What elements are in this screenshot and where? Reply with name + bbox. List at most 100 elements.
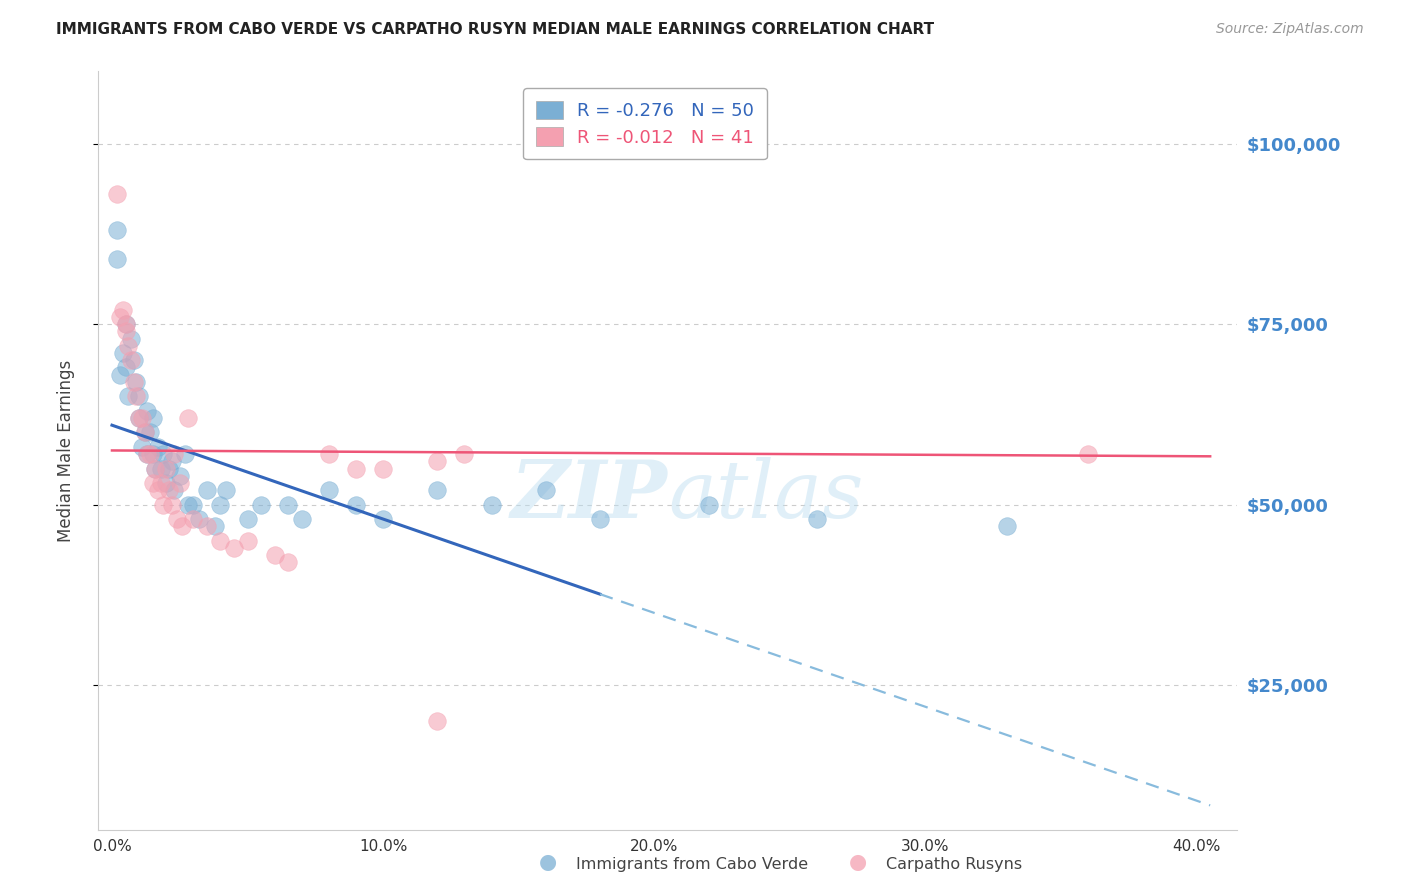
Point — [149, 475, 172, 490]
Point — [111, 346, 134, 360]
Point — [187, 512, 209, 526]
Point — [426, 483, 449, 498]
Point — [1077, 447, 1099, 461]
Point — [222, 541, 245, 555]
Point — [453, 447, 475, 461]
Point — [134, 425, 156, 440]
Point — [204, 519, 226, 533]
Point — [371, 461, 394, 475]
Point — [169, 475, 191, 490]
Point — [114, 317, 136, 331]
Point — [145, 461, 167, 475]
Point — [371, 512, 394, 526]
Point — [136, 403, 159, 417]
Point — [155, 475, 177, 490]
Point — [120, 353, 142, 368]
Point — [318, 447, 340, 461]
Point — [426, 454, 449, 468]
Point — [534, 483, 557, 498]
Point — [145, 461, 167, 475]
Point — [174, 447, 197, 461]
Point — [146, 440, 169, 454]
Point — [344, 498, 367, 512]
Point — [114, 360, 136, 375]
Point — [107, 223, 129, 237]
Point — [177, 411, 200, 425]
Point — [166, 512, 188, 526]
Point — [157, 461, 180, 475]
Point — [152, 498, 174, 512]
Text: IMMIGRANTS FROM CABO VERDE VS CARPATHO RUSYN MEDIAN MALE EARNINGS CORRELATION CH: IMMIGRANTS FROM CABO VERDE VS CARPATHO R… — [56, 22, 935, 37]
Point — [128, 411, 150, 425]
Point — [139, 425, 162, 440]
Point — [149, 461, 172, 475]
Point — [128, 389, 150, 403]
Point — [134, 425, 156, 440]
Point — [163, 447, 186, 461]
Point — [177, 498, 200, 512]
Text: ●: ● — [540, 853, 557, 872]
Point — [236, 533, 259, 548]
Point — [263, 548, 285, 562]
Point — [122, 353, 145, 368]
Point — [481, 498, 503, 512]
Text: atlas: atlas — [668, 458, 863, 534]
Point — [163, 483, 186, 498]
Point — [291, 512, 314, 526]
Point — [107, 187, 129, 202]
Point — [195, 519, 218, 533]
Point — [195, 483, 218, 498]
Point — [108, 310, 131, 324]
Point — [142, 411, 165, 425]
Point — [117, 389, 139, 403]
Point — [131, 411, 153, 425]
Point — [117, 339, 139, 353]
Point — [589, 512, 612, 526]
Point — [277, 555, 299, 569]
Point — [139, 447, 162, 461]
Point — [136, 447, 159, 461]
Text: ZIP: ZIP — [510, 458, 668, 534]
Legend: R = -0.276   N = 50, R = -0.012   N = 41: R = -0.276 N = 50, R = -0.012 N = 41 — [523, 88, 766, 159]
Point — [236, 512, 259, 526]
Point — [107, 252, 129, 266]
Point — [136, 447, 159, 461]
Point — [114, 324, 136, 338]
Point — [250, 498, 273, 512]
Point — [318, 483, 340, 498]
Point — [122, 375, 145, 389]
Point — [169, 468, 191, 483]
Point — [806, 512, 828, 526]
Point — [209, 498, 232, 512]
Point — [128, 411, 150, 425]
Point — [146, 483, 169, 498]
Text: Source: ZipAtlas.com: Source: ZipAtlas.com — [1216, 22, 1364, 37]
Point — [114, 317, 136, 331]
Point — [160, 454, 183, 468]
Point — [426, 714, 449, 729]
Text: ●: ● — [849, 853, 866, 872]
Point — [111, 302, 134, 317]
Point — [125, 375, 148, 389]
Point — [131, 440, 153, 454]
Point — [209, 533, 232, 548]
Point — [157, 483, 180, 498]
Point — [183, 512, 205, 526]
Point — [125, 389, 148, 403]
Point — [152, 447, 174, 461]
Point — [344, 461, 367, 475]
Point — [215, 483, 238, 498]
Point — [142, 475, 165, 490]
Point — [108, 368, 131, 382]
Point — [160, 498, 183, 512]
Point — [120, 332, 142, 346]
Text: Carpatho Rusyns: Carpatho Rusyns — [886, 857, 1022, 872]
Point — [142, 447, 165, 461]
Y-axis label: Median Male Earnings: Median Male Earnings — [56, 359, 75, 541]
Point — [172, 519, 194, 533]
Point — [697, 498, 720, 512]
Text: Immigrants from Cabo Verde: Immigrants from Cabo Verde — [576, 857, 808, 872]
Point — [183, 498, 205, 512]
Point — [277, 498, 299, 512]
Point — [155, 461, 177, 475]
